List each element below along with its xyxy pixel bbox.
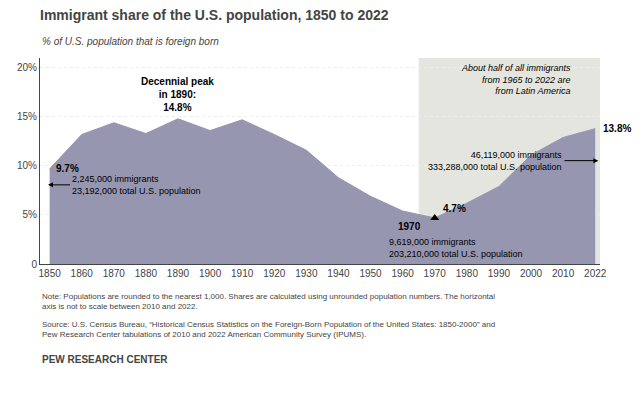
- svg-text:1880: 1880: [135, 268, 158, 279]
- svg-text:5%: 5%: [23, 209, 38, 220]
- svg-text:1850: 1850: [39, 268, 62, 279]
- svg-text:Decennial peakin 1890:14.8%: Decennial peakin 1890:14.8%: [141, 76, 214, 113]
- svg-text:0: 0: [31, 259, 37, 270]
- svg-text:46,119,000 immigrants333,288,0: 46,119,000 immigrants333,288,000 total U…: [428, 150, 562, 172]
- svg-text:1870: 1870: [103, 268, 126, 279]
- svg-text:1960: 1960: [392, 268, 415, 279]
- svg-text:10%: 10%: [17, 160, 37, 171]
- svg-text:2000: 2000: [520, 268, 543, 279]
- svg-text:1990: 1990: [488, 268, 511, 279]
- svg-text:Immigrant share of the U.S. po: Immigrant share of the U.S. population, …: [40, 7, 389, 23]
- svg-text:13.8%: 13.8%: [603, 123, 631, 134]
- svg-text:1940: 1940: [327, 268, 350, 279]
- svg-text:Source: U.S. Census Bureau, “H: Source: U.S. Census Bureau, “Historical …: [42, 320, 495, 339]
- svg-text:PEW RESEARCH CENTER: PEW RESEARCH CENTER: [42, 354, 168, 365]
- svg-text:1950: 1950: [359, 268, 382, 279]
- svg-text:2,245,000 immigrants23,192,000: 2,245,000 immigrants23,192,000 total U.S…: [72, 174, 201, 196]
- svg-text:1920: 1920: [263, 268, 286, 279]
- svg-text:1980: 1980: [456, 268, 479, 279]
- svg-text:20%: 20%: [17, 62, 37, 73]
- svg-text:9.7%: 9.7%: [56, 163, 79, 174]
- svg-text:Note: Populations are rounded: Note: Populations are rounded to the nea…: [42, 292, 495, 311]
- svg-text:1900: 1900: [199, 268, 222, 279]
- svg-text:2010: 2010: [552, 268, 575, 279]
- svg-text:1890: 1890: [167, 268, 190, 279]
- svg-text:15%: 15%: [17, 111, 37, 122]
- svg-text:4.7%: 4.7%: [443, 203, 466, 214]
- svg-text:2022: 2022: [584, 268, 607, 279]
- svg-text:1930: 1930: [295, 268, 318, 279]
- svg-text:% of U.S. population that is f: % of U.S. population that is foreign bor…: [42, 36, 219, 47]
- svg-text:1970: 1970: [424, 268, 447, 279]
- svg-text:9,619,000 immigrants203,210,00: 9,619,000 immigrants203,210,000 total U.…: [389, 237, 523, 259]
- svg-text:1970: 1970: [398, 221, 421, 232]
- svg-text:1860: 1860: [71, 268, 94, 279]
- svg-text:About half of all immigrantsfr: About half of all immigrantsfrom 1965 to…: [461, 63, 571, 96]
- svg-text:1910: 1910: [231, 268, 254, 279]
